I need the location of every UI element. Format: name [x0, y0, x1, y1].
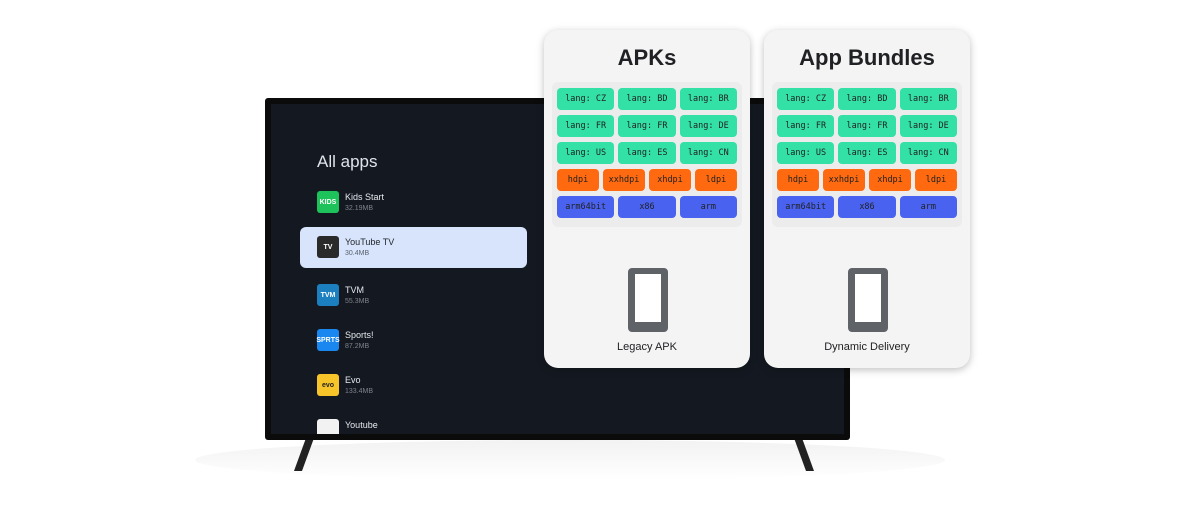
language-chip: lang: CN — [679, 142, 737, 164]
density-chip: xhdpi — [869, 169, 911, 191]
phone-icon — [848, 268, 888, 332]
all-apps-title: All apps — [317, 152, 378, 171]
app-size: 55.3MB — [345, 298, 370, 305]
app-size: 32.19MB — [345, 205, 374, 212]
abi-chip: x86 — [838, 196, 896, 218]
language-chip: lang: BR — [679, 88, 737, 110]
app-list-item[interactable]: Youtube — [317, 419, 477, 434]
phone-icon — [628, 268, 668, 332]
language-chip: lang: US — [777, 142, 835, 164]
density-chip: xhdpi — [649, 169, 691, 191]
app-list-item[interactable]: TV YouTube TV 30.4MB — [317, 236, 477, 266]
density-chip: xxhdpi — [603, 169, 645, 191]
delivery-label: Legacy APK — [617, 341, 677, 353]
density-chip: ldpi — [915, 169, 957, 191]
density-chip: xxhdpi — [823, 169, 865, 191]
abi-chip: arm — [679, 196, 737, 218]
app-icon: evo — [317, 374, 339, 396]
app-size: 133.4MB — [345, 388, 374, 395]
language-chip: lang: BD — [618, 88, 676, 110]
app-name: YouTube TV — [345, 237, 395, 247]
split-grid: lang: CZ lang: BD lang: BR lang: FR lang: FR… — [772, 82, 962, 227]
app-icon: TVM — [317, 284, 339, 306]
language-chip: lang: DE — [679, 115, 737, 137]
abi-chip: arm — [899, 196, 957, 218]
app-size: 30.4MB — [345, 250, 370, 257]
language-chip: lang: BR — [899, 88, 957, 110]
density-chip: hdpi — [557, 169, 599, 191]
language-chip: lang: ES — [838, 142, 896, 164]
abi-chip: arm64bit — [557, 196, 615, 218]
card-title: App Bundles — [799, 45, 935, 70]
card-title: APKs — [617, 45, 677, 70]
app-icon: TV — [317, 236, 339, 258]
app-name: TVM — [345, 285, 364, 295]
app-list-item[interactable]: SPRTS Sports! 87.2MB — [316, 329, 477, 359]
app-icon: SPRTS — [316, 329, 340, 351]
app-list-item[interactable]: TVM TVM 55.3MB — [317, 284, 477, 314]
abi-chip: x86 — [618, 196, 676, 218]
app-bundles-card: App Bundles lang: CZ lang: BD lang: BR lang:… — [764, 30, 970, 368]
delivery-label: Dynamic Delivery — [824, 341, 910, 353]
split-grid: lang: CZ lang: BD lang: BR lang: FR lang: FR… — [552, 82, 742, 227]
language-chip: lang: CN — [899, 142, 957, 164]
language-chip: lang: FR — [838, 115, 896, 137]
density-chip: ldpi — [695, 169, 737, 191]
language-chip: lang: US — [557, 142, 615, 164]
app-size: 87.2MB — [345, 343, 370, 350]
app-name: Youtube — [345, 420, 378, 430]
app-name: Evo — [345, 375, 361, 385]
language-chip: lang: FR — [618, 115, 676, 137]
app-icon: KIDS — [317, 191, 339, 213]
app-icon — [317, 419, 339, 434]
app-list-item[interactable]: KIDS Kids Start 32.19MB — [317, 191, 477, 221]
abi-chip: arm64bit — [777, 196, 835, 218]
app-name: Kids Start — [345, 192, 385, 202]
apks-card: APKs lang: CZ lang: BD lang: BR lang: FR lang… — [544, 30, 750, 368]
language-chip: lang: BD — [838, 88, 896, 110]
density-chip: hdpi — [777, 169, 819, 191]
language-chip: lang: CZ — [777, 88, 835, 110]
language-chip: lang: CZ — [557, 88, 615, 110]
app-list-item[interactable]: evo Evo 133.4MB — [317, 374, 477, 404]
language-chip: lang: FR — [777, 115, 835, 137]
floor-shadow — [195, 440, 945, 480]
language-chip: lang: ES — [618, 142, 676, 164]
app-name: Sports! — [345, 330, 374, 340]
language-chip: lang: DE — [899, 115, 957, 137]
language-chip: lang: FR — [557, 115, 615, 137]
